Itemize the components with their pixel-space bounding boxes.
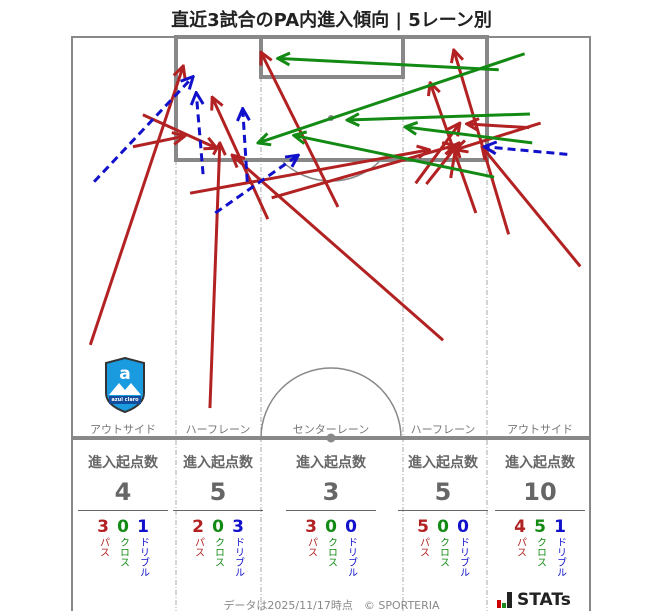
pass-arrow: [88, 66, 183, 346]
stat-header: 進入起点数: [88, 455, 158, 471]
lane-dividers: [175, 77, 488, 611]
dribble-count: 1: [554, 517, 566, 537]
dribble-count: 1: [137, 517, 149, 537]
stat-total: 3: [286, 478, 376, 511]
svg-text:a: a: [119, 364, 130, 384]
lane-stat-2: 進入起点数 3 3 パス 0 クロス 0 ドリブル: [286, 452, 376, 577]
cross-count: 0: [437, 517, 449, 537]
dribble-arrow: [93, 77, 193, 183]
dribble-arrow: [214, 155, 298, 215]
lane-label-right-half: ハーフレーン: [410, 423, 476, 436]
team-logo: a azul claro: [103, 357, 147, 413]
pass-arrow: [232, 155, 445, 342]
pass-label: パス: [97, 537, 109, 557]
cross-label: クロス: [212, 537, 224, 567]
dribble-label: ドリブル: [137, 537, 149, 577]
stats-brand: STATs: [497, 590, 571, 610]
lane-stat-4: 進入起点数 10 4 パス 5 クロス 1 ドリブル: [495, 452, 585, 577]
dribble-label: ドリブル: [232, 537, 244, 577]
stat-total: 10: [495, 478, 585, 511]
pass-count: 5: [417, 517, 429, 537]
team-logo-text: azul claro: [111, 397, 139, 403]
lane-label-right-outside: アウトサイド: [507, 423, 573, 436]
pass-arrow: [467, 124, 530, 128]
cross-arrow: [278, 58, 499, 72]
pass-arrow: [482, 147, 582, 268]
footer-note: データは2025/11/17時点 © SPORTERIA: [223, 599, 440, 612]
cross-label: クロス: [325, 537, 337, 567]
pass-arrow: [208, 143, 220, 409]
pass-label: パス: [192, 537, 204, 557]
cross-count: 5: [534, 517, 546, 537]
arrows-layer: [88, 50, 582, 409]
lane-label-left-half: ハーフレーン: [185, 423, 251, 436]
cross-count: 0: [117, 517, 129, 537]
cross-arrow: [347, 114, 531, 120]
pass-arrow: [142, 113, 217, 149]
cross-arrow: [294, 135, 495, 179]
dribble-count: 0: [345, 517, 357, 537]
dribble-label: ドリブル: [345, 537, 357, 577]
penalty-box: [174, 35, 489, 162]
pass-arrow: [271, 145, 456, 200]
cross-label: クロス: [437, 537, 449, 567]
cross-label: クロス: [117, 537, 129, 567]
lane-stat-3: 進入起点数 5 5 パス 0 クロス 0 ドリブル: [398, 452, 488, 577]
chart-title: 直近3試合のPA内進入傾向 | 5レーン別: [171, 10, 492, 31]
team-crest-icon: a: [105, 357, 145, 413]
stat-header: 進入起点数: [296, 455, 366, 471]
pass-label: パス: [417, 537, 429, 557]
cross-arrow: [258, 52, 526, 143]
pass-count: 3: [97, 517, 109, 537]
lane-label-left-outside: アウトサイド: [90, 423, 156, 436]
pass-count: 4: [514, 517, 526, 537]
stat-total: 4: [78, 478, 168, 511]
cross-arrow: [405, 127, 533, 145]
brand-name: STATs: [517, 590, 571, 610]
pass-count: 3: [305, 517, 317, 537]
dribble-arrow: [196, 93, 205, 175]
center-spot: [326, 433, 336, 443]
dribble-arrow: [484, 147, 568, 156]
stat-header: 進入起点数: [408, 455, 478, 471]
lane-stat-0: 進入起点数 4 3 パス 0 クロス 1 ドリブル: [78, 452, 168, 577]
dribble-count: 0: [457, 517, 469, 537]
goal-area: [259, 35, 405, 79]
cross-count: 0: [325, 517, 337, 537]
dribble-label: ドリブル: [554, 537, 566, 577]
center-circle: [260, 367, 402, 439]
lane-stat-1: 進入起点数 5 2 パス 0 クロス 3 ドリブル: [173, 452, 263, 577]
pass-count: 2: [192, 517, 204, 537]
dribble-count: 3: [232, 517, 244, 537]
dribble-label: ドリブル: [457, 537, 469, 577]
pass-label: パス: [514, 537, 526, 557]
pass-arrow: [189, 150, 429, 195]
cross-count: 0: [212, 517, 224, 537]
stat-header: 進入起点数: [183, 455, 253, 471]
stat-total: 5: [398, 478, 488, 511]
stat-header: 進入起点数: [505, 455, 575, 471]
stat-total: 5: [173, 478, 263, 511]
bar-chart-icon: [497, 592, 512, 608]
pass-label: パス: [305, 537, 317, 557]
cross-label: クロス: [534, 537, 546, 567]
lane-label-center: センターレーン: [292, 423, 370, 436]
pass-arrow: [132, 136, 185, 149]
